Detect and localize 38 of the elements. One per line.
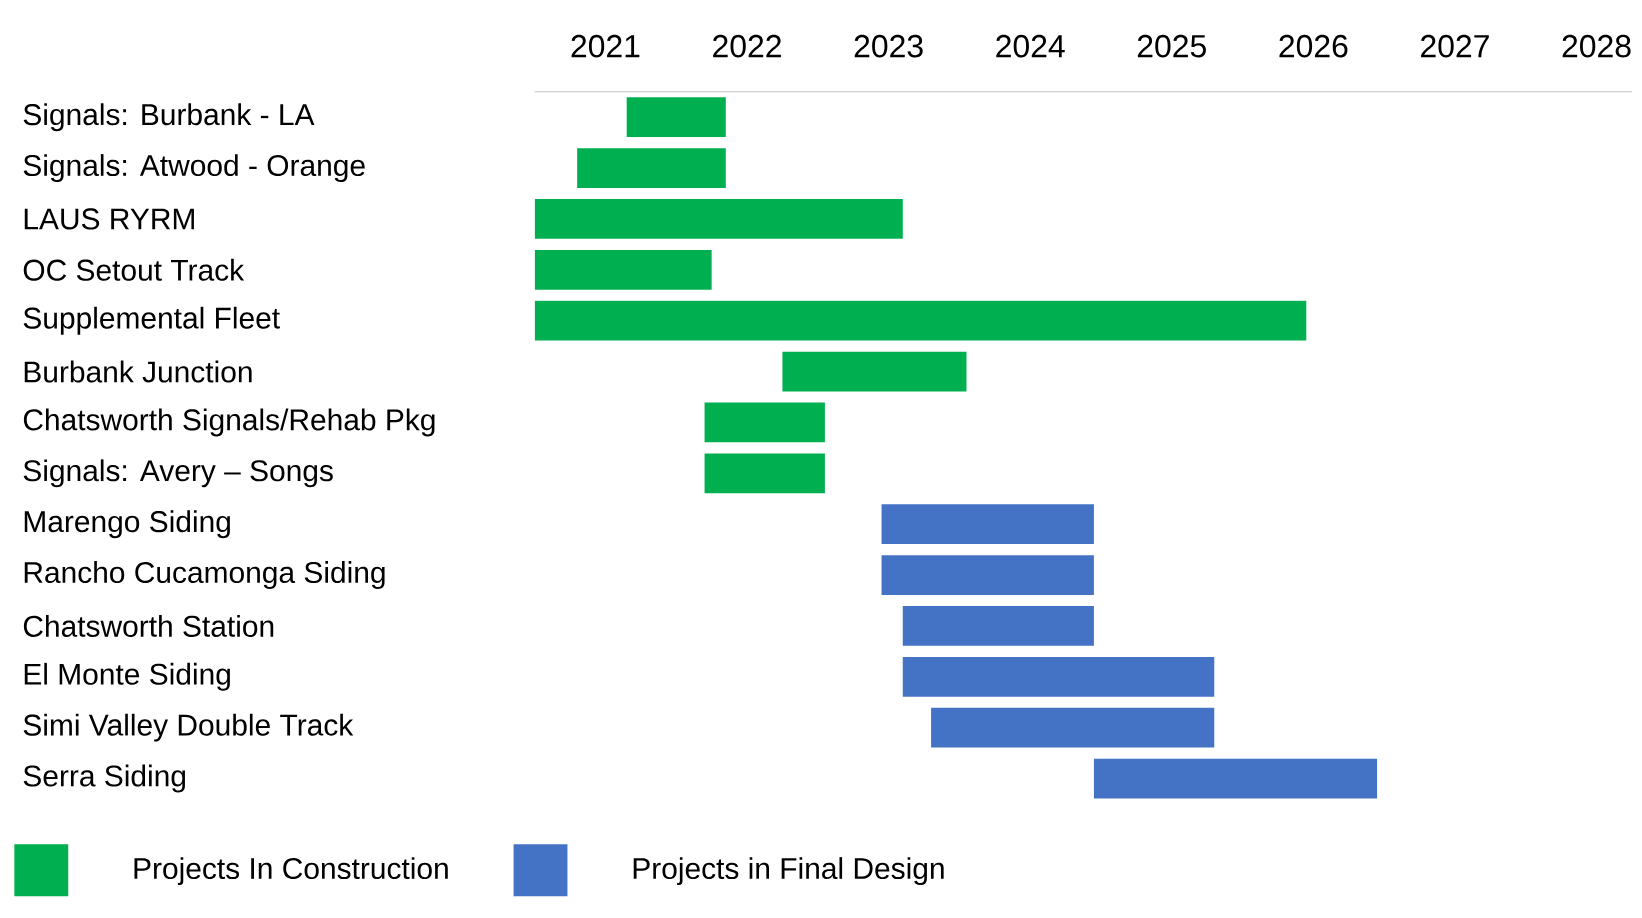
y-tick-label: Signals: Atwood - Orange [23, 154, 365, 183]
x-tick-label: 2028 [1562, 35, 1631, 58]
x-tick-label: 2025 [1137, 35, 1206, 58]
y-tick-label: Supplemental Fleet [23, 306, 280, 335]
legend-label: Projects In Construction [134, 857, 448, 886]
x-tick-label: 2024 [996, 35, 1065, 58]
y-tick-label: LAUS RYRM [24, 208, 194, 230]
bar [626, 97, 726, 138]
bar [534, 301, 1307, 341]
y-tick-label: Signals: Burbank - LA [23, 103, 315, 132]
bar [704, 453, 825, 494]
bar [902, 657, 1215, 697]
x-tick-label: 2027 [1421, 35, 1489, 58]
bar [881, 504, 1094, 545]
y-tick-label: Rancho Cucamonga Siding [24, 561, 385, 590]
bar [534, 250, 712, 290]
x-tick-label: 2021 [571, 35, 640, 58]
bar [931, 707, 1215, 748]
legend-label: Projects in Final Design [633, 857, 944, 886]
y-tick-label: Serra Siding [23, 764, 186, 793]
bar [782, 351, 967, 392]
y-tick-label: Marengo Siding [24, 510, 230, 539]
y-tick-label: El Monte Siding [24, 663, 230, 691]
bar [534, 199, 903, 239]
y-tick-label: OC Setout Track [23, 258, 245, 281]
y-tick-label: Simi Valley Double Track [23, 713, 354, 742]
x-tick-label: 2023 [854, 35, 923, 58]
bar [704, 402, 825, 443]
bar [881, 555, 1094, 596]
bar [1093, 758, 1378, 799]
y-tick-label: Chatsworth Station [23, 615, 274, 638]
y-tick-label: Signals: Avery – Songs [23, 459, 333, 488]
y-tick-label: Chatsworth Signals/Rehab Pkg [23, 408, 435, 437]
x-tick-label: 2022 [713, 35, 781, 58]
bar [577, 148, 726, 189]
x-tick-label: 2026 [1279, 35, 1348, 58]
y-tick-label: Burbank Junction [24, 360, 252, 383]
bar [902, 606, 1094, 646]
